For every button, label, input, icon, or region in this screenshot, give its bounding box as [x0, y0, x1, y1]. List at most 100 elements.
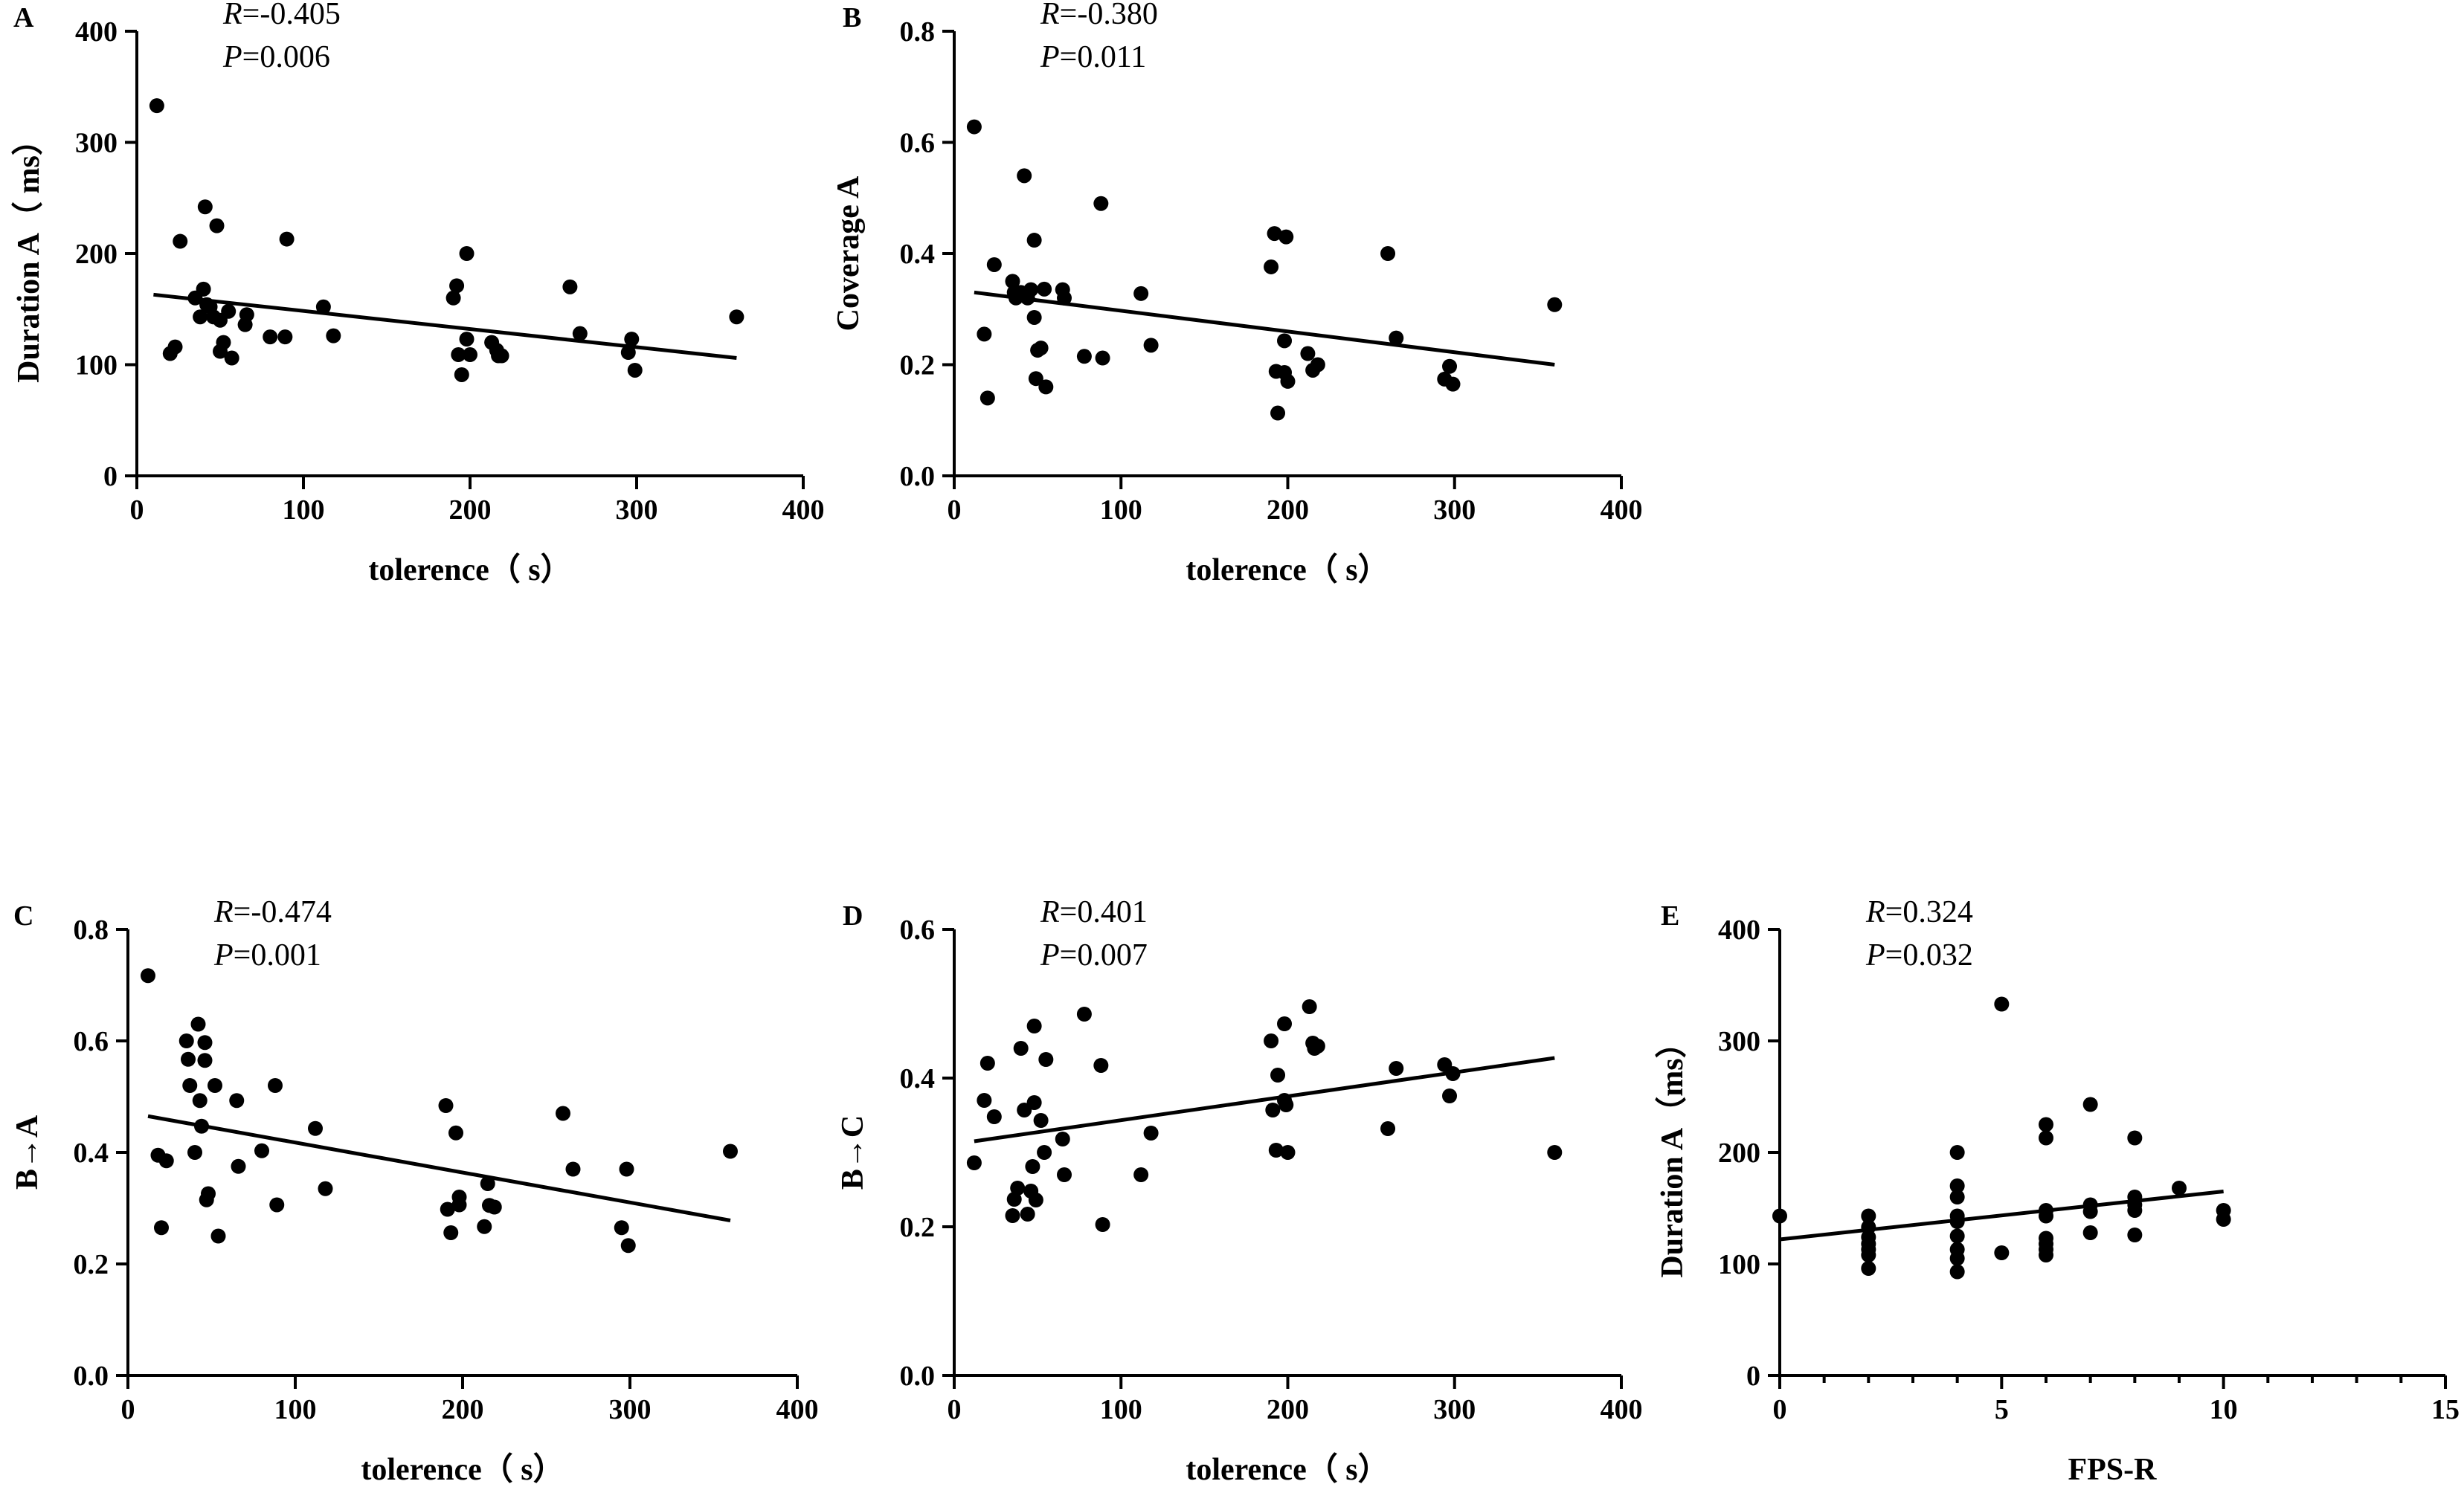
- x-axis-title: tolerence（ s）: [1186, 1452, 1389, 1487]
- y-tick-label: 0.6: [74, 1026, 109, 1057]
- data-point: [210, 1228, 226, 1244]
- data-point: [229, 1093, 245, 1109]
- data-point: [1037, 1145, 1052, 1160]
- x-tick-label: 0: [1773, 1394, 1787, 1425]
- r-value: =-0.405: [242, 0, 341, 31]
- data-point: [224, 350, 239, 366]
- data-point: [194, 1118, 209, 1134]
- regression-line: [147, 1114, 731, 1222]
- data-point: [1442, 358, 1458, 374]
- y-tick-label: 0.6: [900, 128, 936, 159]
- data-point: [167, 339, 183, 355]
- data-point: [1005, 1208, 1020, 1223]
- p-key: P: [1865, 938, 1885, 972]
- regression-line: [1779, 1190, 2224, 1242]
- y-tick-label: 0.4: [900, 1063, 936, 1094]
- data-point: [1264, 1033, 1279, 1048]
- data-point: [1280, 1145, 1296, 1160]
- panel-letter: B: [843, 2, 861, 33]
- data-point: [1310, 357, 1325, 372]
- y-tick-label: 0.8: [900, 16, 936, 48]
- data-point: [1949, 1228, 1965, 1244]
- y-tick-label: 0.2: [900, 1212, 936, 1243]
- panel-c: 0.0 0.2 0.4 0.6 0.8 0 100 200 300 400 tolerence（ s…: [10, 895, 819, 1487]
- data-point: [1442, 1088, 1458, 1103]
- x-tick-label: 400: [776, 1394, 819, 1425]
- data-point: [2216, 1212, 2231, 1227]
- data-point: [2127, 1130, 2143, 1146]
- data-point: [1026, 233, 1042, 248]
- x-tick-label: 200: [1267, 1394, 1309, 1425]
- y-tick-label: 0.0: [900, 1361, 936, 1392]
- y-tick-label: 200: [1718, 1138, 1760, 1169]
- data-point: [556, 1106, 570, 1121]
- r-key: R: [1865, 895, 1885, 929]
- data-point: [1949, 1251, 1965, 1266]
- r-statistic: R=0.324: [1865, 895, 1973, 929]
- y-tick-label: 300: [1718, 1026, 1760, 1057]
- data-point: [1028, 1193, 1043, 1207]
- data-point: [1949, 1214, 1965, 1229]
- data-point: [1143, 1126, 1159, 1141]
- data-point: [1055, 1132, 1070, 1146]
- data-point: [2082, 1225, 2098, 1240]
- data-point: [181, 1051, 196, 1067]
- data-point: [308, 1120, 323, 1136]
- data-point: [1302, 999, 1317, 1014]
- data-point: [443, 1225, 459, 1240]
- data-point: [980, 1056, 995, 1071]
- r-key: R: [222, 0, 242, 31]
- data-point: [448, 1125, 463, 1141]
- data-point: [1013, 1041, 1029, 1056]
- data-point: [2172, 1181, 2187, 1196]
- y-tick-label: 0.8: [74, 915, 109, 946]
- data-point: [1038, 1052, 1054, 1067]
- data-point: [1270, 405, 1286, 421]
- x-tick-label: 200: [442, 1394, 484, 1425]
- data-point: [1025, 1159, 1040, 1174]
- data-point: [451, 347, 466, 363]
- data-point: [440, 1201, 455, 1217]
- r-value: =0.401: [1060, 895, 1148, 929]
- data-point: [1005, 274, 1020, 289]
- data-point: [2127, 1228, 2143, 1242]
- data-point: [1547, 297, 1563, 312]
- y-axis-title: Duration A（ ms）: [11, 124, 46, 383]
- r-statistic: R=0.401: [1040, 895, 1148, 929]
- data-point: [193, 309, 208, 325]
- data-point: [619, 1161, 634, 1177]
- data-point: [980, 390, 995, 406]
- data-point: [197, 1035, 213, 1051]
- data-point: [1445, 376, 1461, 392]
- data-point: [315, 299, 331, 315]
- data-point: [1020, 1207, 1035, 1222]
- x-tick-label: 300: [1433, 1394, 1476, 1425]
- data-point: [1268, 1143, 1284, 1158]
- panel-letter: A: [13, 2, 34, 33]
- x-tick-label: 100: [283, 494, 325, 526]
- y-axis-title: B→A: [10, 1115, 45, 1190]
- x-tick-label: 100: [274, 1394, 317, 1425]
- panel-a: 0 100 200 300 400 0 100 200 300 400 tolerence（ s） D…: [11, 0, 825, 587]
- y-tick-label: 0.4: [74, 1138, 109, 1169]
- data-point: [192, 1093, 208, 1109]
- data-point: [1861, 1248, 1876, 1262]
- r-key: R: [213, 895, 234, 929]
- r-key: R: [1040, 0, 1060, 31]
- data-point: [624, 332, 640, 347]
- data-point: [208, 1078, 222, 1093]
- data-point: [173, 233, 188, 249]
- x-tick-label: 15: [2431, 1394, 2460, 1425]
- data-point: [1861, 1261, 1876, 1276]
- data-point: [1547, 1145, 1563, 1160]
- x-axis-title: tolerence（ s）: [368, 552, 571, 587]
- data-point: [1095, 1217, 1110, 1232]
- p-key: P: [222, 40, 242, 74]
- data-point: [197, 1053, 213, 1068]
- p-key: P: [1040, 40, 1060, 74]
- data-point: [723, 1144, 738, 1159]
- x-tick-label: 300: [616, 494, 658, 526]
- r-key: R: [1040, 895, 1060, 929]
- panel-letter: C: [13, 900, 33, 932]
- p-statistic: P=0.007: [1040, 938, 1148, 972]
